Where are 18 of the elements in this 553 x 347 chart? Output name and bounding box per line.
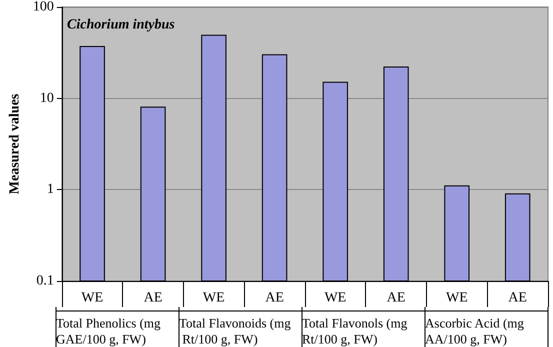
x-tick-label: AE (508, 290, 527, 306)
x-tick-label: WE (202, 290, 225, 306)
text: Cichorium intybus (67, 18, 176, 32)
y-tick-label: 0.1 (36, 274, 54, 288)
x-tick-label: WE (446, 290, 468, 306)
y-tick-label: 10 (40, 90, 54, 106)
x-tick-label: AE (144, 290, 162, 306)
x-tick-label: AE (386, 290, 406, 306)
text: Total Phenolics (mg GAE/100 g, FW) (56, 316, 164, 346)
text: Total Flavonoids (mg Rt/100 g, FW) (179, 316, 292, 346)
x-tick-label: WE (324, 290, 346, 306)
y-tick-label: 100 (32, 0, 54, 14)
text: Ascorbic Acid (mg AA/100 g, FW) (425, 316, 528, 346)
x-tick-label: WE (81, 290, 104, 306)
text: Total Flavonols (mg Rt/100 g, FW) (302, 316, 411, 346)
y-axis-title: Measured values (8, 93, 22, 194)
x-tick-label: AE (265, 290, 284, 306)
y-tick-label: 1 (46, 182, 54, 198)
